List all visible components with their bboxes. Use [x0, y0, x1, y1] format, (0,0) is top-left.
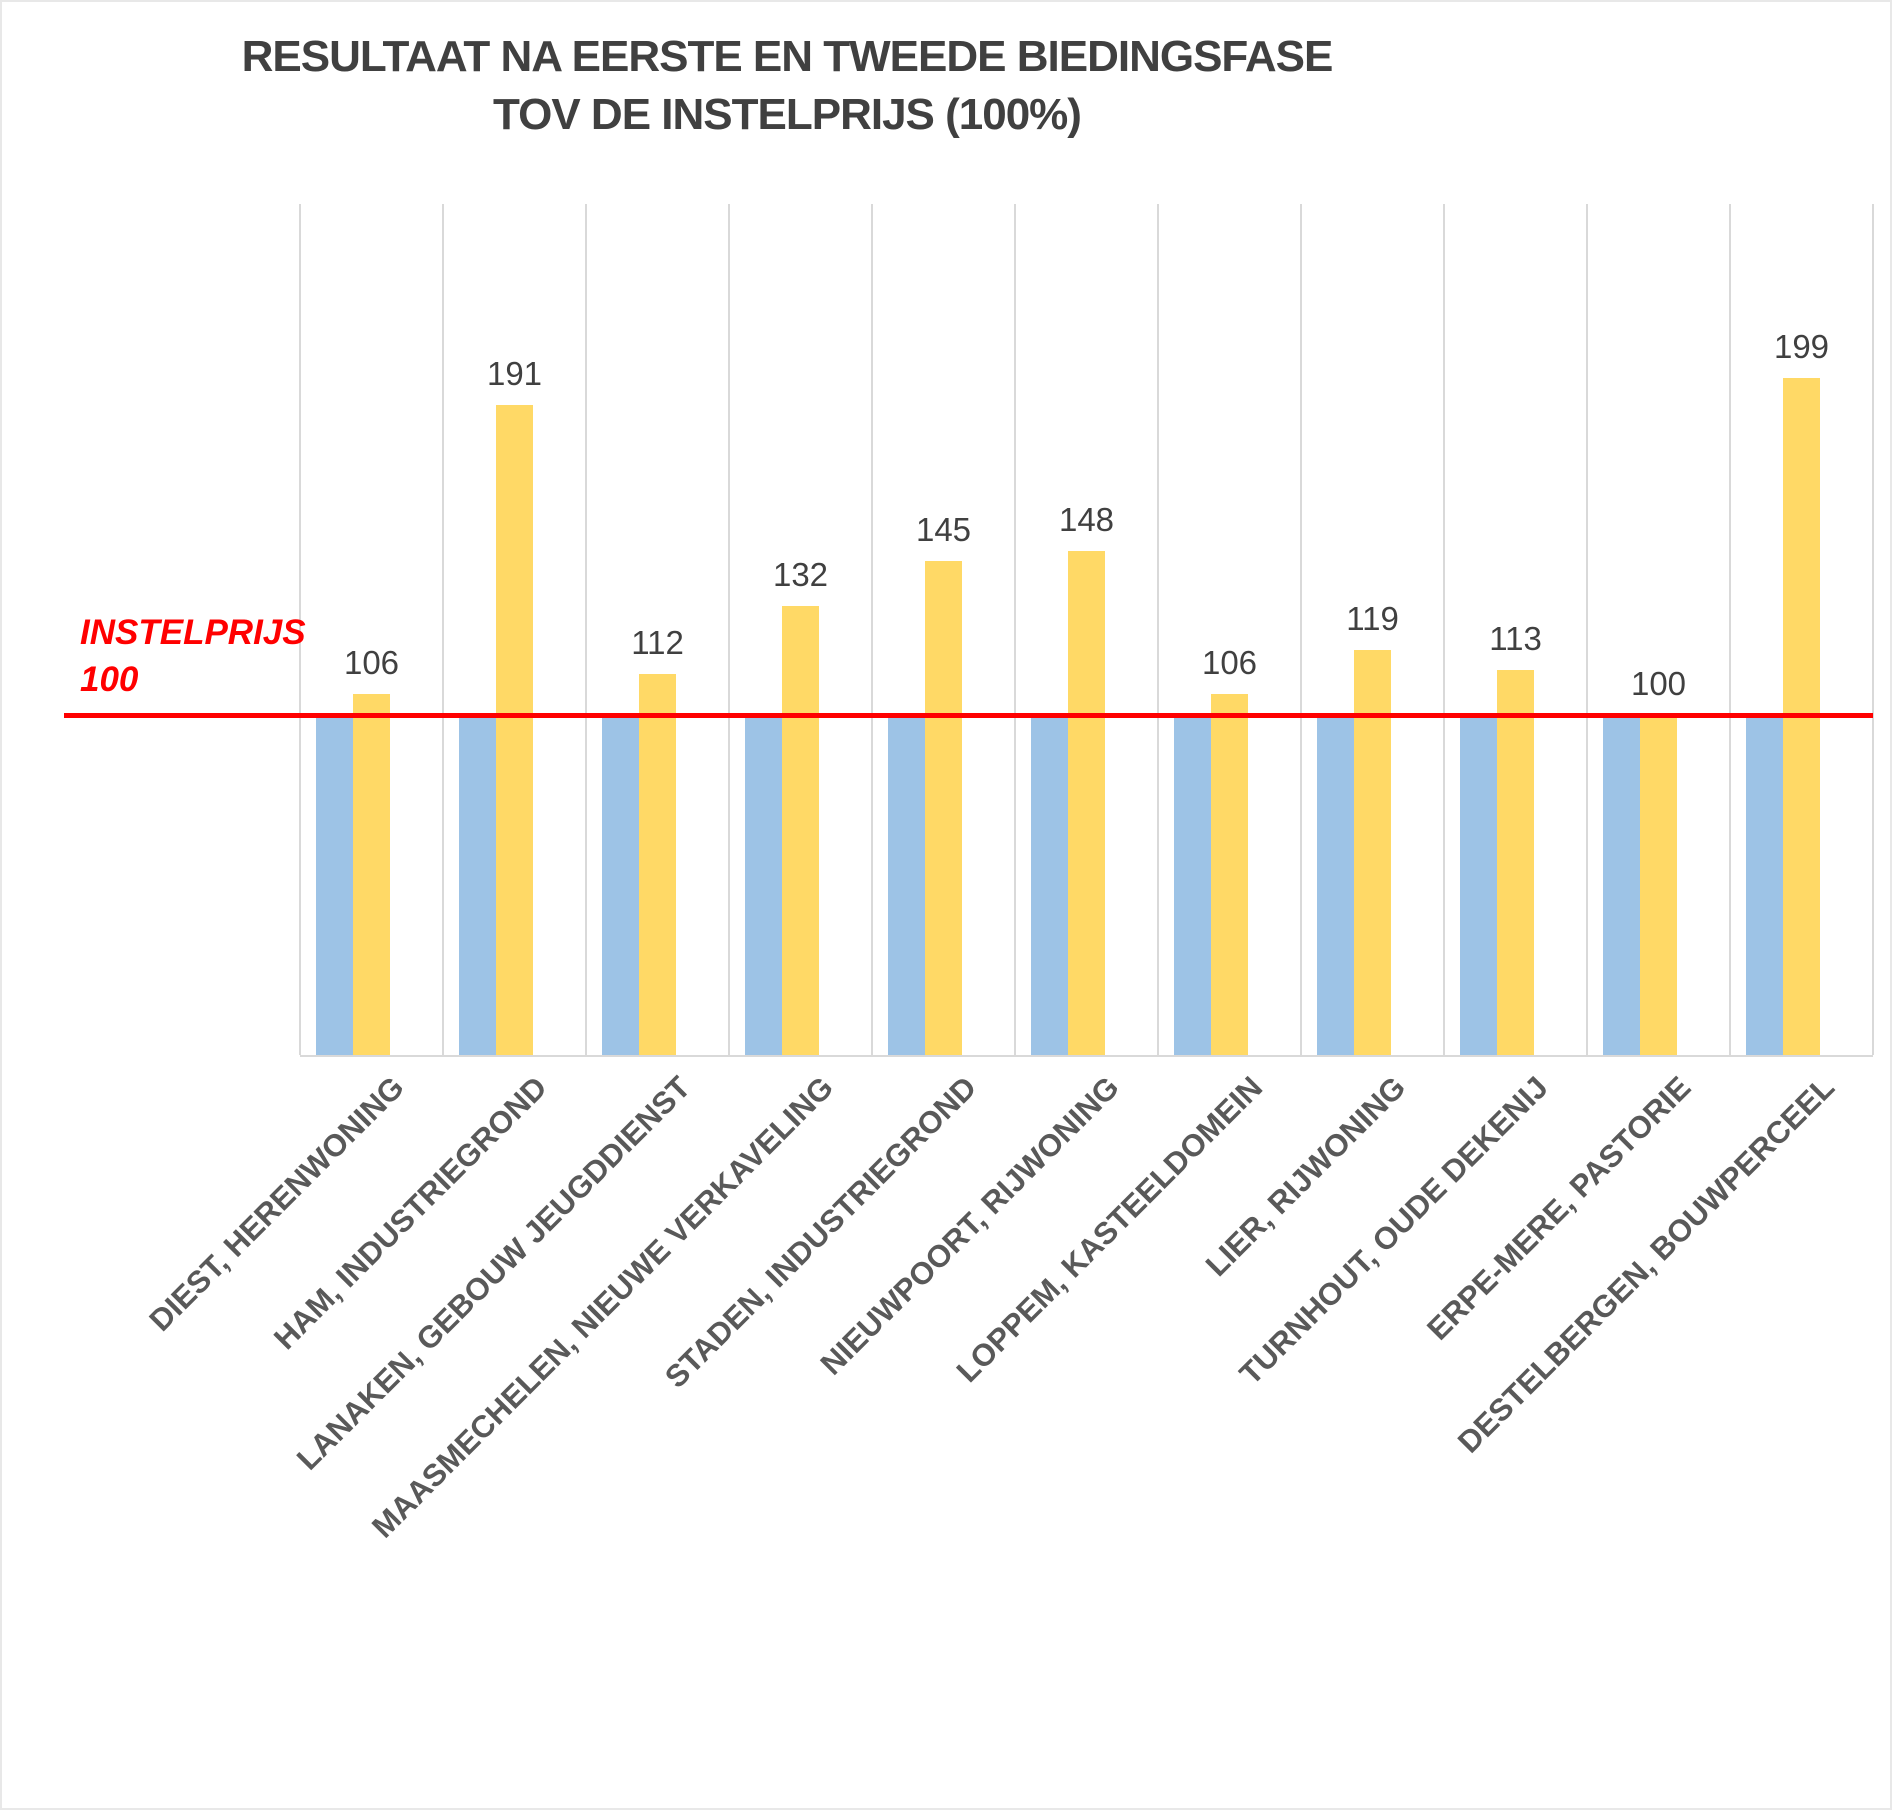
- vertical-gridline: [585, 204, 587, 1055]
- value-label: 191: [486, 354, 543, 392]
- bar-instelprijs-baseline: [1746, 714, 1783, 1055]
- value-label: 119: [1346, 599, 1399, 637]
- value-label: 106: [343, 644, 400, 682]
- bar-biedingsresultaat: [1354, 649, 1391, 1055]
- value-label: 148: [1058, 501, 1115, 539]
- x-axis-line: [300, 1055, 1873, 1057]
- vertical-gridline: [1014, 204, 1016, 1055]
- bar-biedingsresultaat: [1640, 714, 1677, 1055]
- bar-biedingsresultaat: [925, 561, 962, 1055]
- category-label: NIEUWPOORT, RIJWONING: [813, 1069, 1126, 1382]
- bar-biedingsresultaat: [1497, 670, 1534, 1055]
- vertical-gridline: [871, 204, 873, 1055]
- bar-instelprijs-baseline: [1174, 714, 1211, 1055]
- bar-biedingsresultaat: [1068, 551, 1105, 1055]
- category-label: LOPPEM, KASTEELDOMEIN: [949, 1069, 1269, 1390]
- bar-biedingsresultaat: [1211, 694, 1248, 1055]
- bar-instelprijs-baseline: [745, 714, 782, 1055]
- category-label: ERPE-MERE, PASTORIE: [1420, 1069, 1698, 1347]
- category-label: HAM, INDUSTRIEGROND: [267, 1069, 554, 1357]
- value-label: 132: [772, 555, 829, 593]
- value-label: 112: [631, 623, 684, 661]
- value-label: 113: [1489, 620, 1542, 658]
- bar-biedingsresultaat: [496, 404, 533, 1055]
- vertical-gridline: [1300, 204, 1302, 1055]
- bar-biedingsresultaat: [639, 673, 676, 1055]
- category-label: DIEST, HERENWONING: [142, 1069, 411, 1338]
- bar-instelprijs-baseline: [1031, 714, 1068, 1055]
- category-label: TURNHOUT, OUDE DEKENIJ: [1232, 1069, 1555, 1392]
- bar-instelprijs-baseline: [602, 714, 639, 1055]
- bar-instelprijs-baseline: [1317, 714, 1354, 1055]
- bar-instelprijs-baseline: [316, 714, 353, 1055]
- value-label: 199: [1773, 327, 1830, 365]
- chart-title: RESULTAAT NA EERSTE EN TWEEDE BIEDINGSFA…: [2, 28, 1572, 144]
- vertical-gridline: [728, 204, 730, 1055]
- bar-instelprijs-baseline: [1603, 714, 1640, 1055]
- vertical-gridline: [1729, 204, 1731, 1055]
- reference-line-label-line2: 100: [80, 659, 139, 699]
- vertical-gridline: [1157, 204, 1159, 1055]
- vertical-gridline: [1872, 204, 1874, 1055]
- category-label: STADEN, INDUSTRIEGROND: [657, 1069, 983, 1395]
- bar-biedingsresultaat: [353, 694, 390, 1055]
- bar-instelprijs-baseline: [1460, 714, 1497, 1055]
- reference-line-label-line1: INSTELPRIJS: [80, 613, 306, 652]
- bar-instelprijs-baseline: [888, 714, 925, 1055]
- chart-title-line1: RESULTAAT NA EERSTE EN TWEEDE BIEDINGSFA…: [241, 32, 1334, 81]
- vertical-gridline: [442, 204, 444, 1055]
- value-label: 100: [1630, 664, 1687, 702]
- vertical-gridline: [299, 204, 301, 1055]
- bar-biedingsresultaat: [782, 605, 819, 1055]
- vertical-gridline: [1586, 204, 1588, 1055]
- reference-line: [64, 712, 1873, 718]
- reference-line-label: INSTELPRIJS 100: [80, 610, 306, 703]
- value-label: 106: [1201, 644, 1258, 682]
- chart-title-line2: TOV DE INSTELPRIJS (100%): [493, 90, 1082, 140]
- bar-instelprijs-baseline: [459, 714, 496, 1055]
- value-label: 145: [915, 511, 972, 549]
- vertical-gridline: [1443, 204, 1445, 1055]
- plot-area: 106 191 112 132 145 148 106 119 113 100 199: [299, 204, 1874, 1057]
